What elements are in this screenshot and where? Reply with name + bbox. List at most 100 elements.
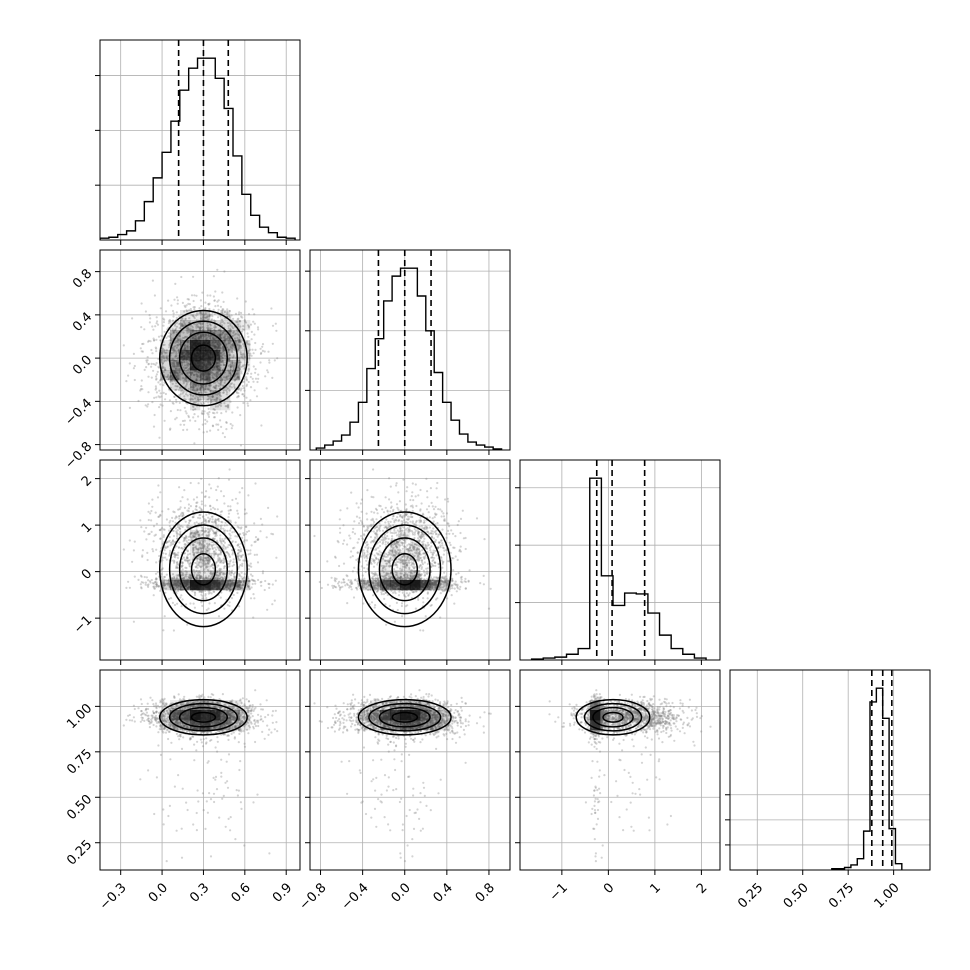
scatter-point [226,308,229,311]
scatter-point [195,325,198,328]
scatter-point [191,398,194,401]
scatter-point [250,338,253,341]
scatter-point [220,355,223,358]
scatter-point [210,544,213,547]
scatter-point [179,500,182,503]
scatter-point [236,552,240,556]
scatter-point [200,590,203,593]
scatter-point [384,603,387,606]
scatter-point [171,346,174,349]
scatter-point [234,339,237,342]
scatter-point [204,316,207,319]
scatter-point [155,583,158,586]
scatter-point [184,366,187,370]
scatter-point [200,386,203,389]
scatter-point [179,341,183,344]
scatter-point [143,368,146,371]
scatter-point [187,302,190,305]
scatter-point [271,376,274,379]
ytick-label: 0.4 [70,310,95,335]
density-cell [210,380,221,391]
scatter-point [186,579,189,582]
scatter-point [230,577,233,581]
scatter-point [176,336,179,340]
scatter-point [221,324,224,327]
scatter-point [202,577,205,580]
scatter-point [178,334,181,338]
scatter-point [200,334,203,337]
scatter-point [240,556,243,559]
scatter-point [176,589,180,593]
scatter-point [149,340,152,343]
scatter-point [204,589,207,593]
scatter-point [273,599,276,602]
scatter-point [245,539,248,542]
scatter-point [192,386,195,389]
scatter-point [230,570,233,573]
scatter-point [180,361,183,364]
scatter-point [251,308,254,311]
scatter-point [220,352,223,355]
scatter-point [172,581,175,584]
scatter-point [180,547,183,550]
hist-panel-1 [305,249,511,455]
scatter-point [227,406,230,409]
scatter-point [186,331,189,334]
scatter-point [162,578,165,581]
scatter-point [161,404,164,407]
scatter-point [186,341,189,344]
scatter-point [180,275,183,279]
scatter-point [200,543,203,546]
scatter-point [201,564,204,568]
scatter-point [183,489,186,492]
scatter-point [191,330,194,333]
density-cell [220,570,231,581]
scatter-point [216,397,219,400]
scatter-point [223,565,226,568]
scatter-point [254,348,257,351]
density-cell [180,330,191,341]
scatter-point [207,559,210,562]
scatter-point [238,363,241,366]
scatter-point [198,534,201,537]
scatter-point [193,337,196,340]
scatter-point [222,384,225,387]
scatter-point [244,525,247,528]
scatter-point [208,496,211,499]
scatter-point [169,333,172,336]
scatter-point [168,582,171,586]
scatter-point [228,582,231,586]
scatter-point [228,372,231,375]
scatter-point [248,343,251,346]
scatter-point [238,583,241,586]
density-cell [210,390,221,401]
density-cell [170,330,181,341]
scatter-point [212,530,215,533]
scatter-point [204,577,207,580]
scatter-point [176,554,180,557]
scatter-point [241,584,244,587]
scatter-point [214,324,217,327]
scatter-point [176,583,179,587]
scatter-point [213,508,216,511]
scatter-point [139,389,142,392]
scatter-point [233,379,236,382]
scatter-point [261,343,265,346]
scatter-point [207,516,210,519]
scatter-point [169,597,173,600]
scatter-point [239,580,242,584]
scatter-point [220,580,223,584]
scatter-point [173,324,177,327]
scatter-point [233,383,236,386]
scatter-point [245,396,248,399]
scatter-point [219,585,223,588]
scatter-point [176,556,180,560]
scatter-point [169,336,172,339]
scatter-point [224,587,228,590]
scatter-point [178,517,181,520]
scatter-point [225,410,228,413]
scatter-point [145,526,148,529]
scatter-point [224,585,227,589]
scatter-point [183,506,186,509]
scatter-point [187,416,190,419]
